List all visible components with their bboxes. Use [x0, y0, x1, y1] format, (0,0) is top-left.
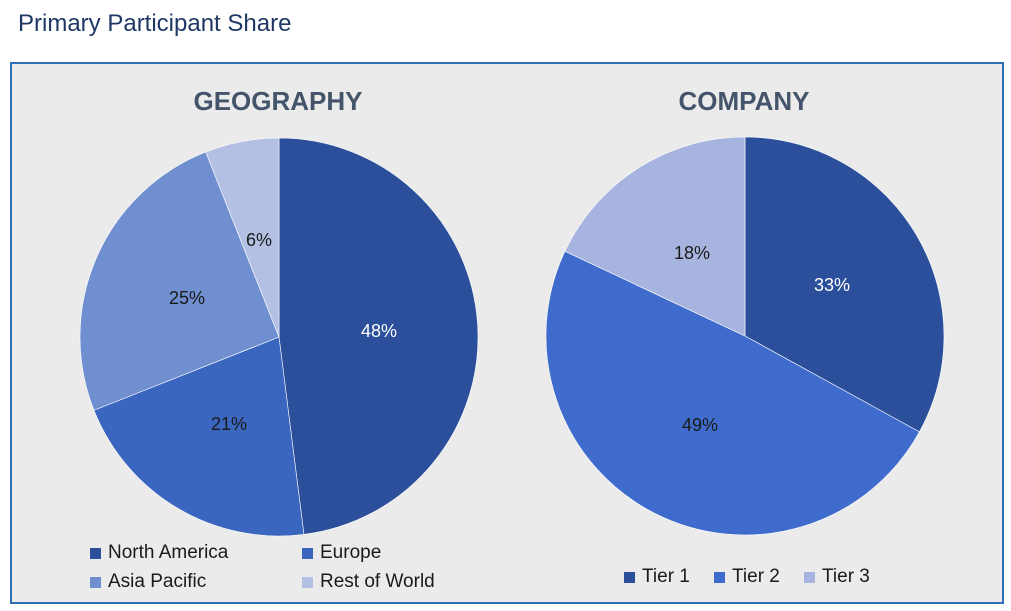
- legend-label: Tier 2: [732, 566, 780, 587]
- legend-label: Europe: [320, 542, 382, 563]
- page-title: Primary Participant Share: [18, 10, 292, 37]
- legend-label: Tier 1: [642, 566, 690, 587]
- pie-slice-tier-3: [564, 136, 746, 337]
- legend-swatch: [90, 576, 101, 588]
- geography-pie: 48% 21% 25% 6%: [79, 137, 479, 537]
- data-label-tier-3: 18%: [674, 243, 710, 263]
- legend-label: Asia Pacific: [108, 571, 207, 592]
- legend-swatch: [302, 547, 313, 559]
- geography-chart-title: GEOGRAPHY: [193, 86, 363, 116]
- pie-slice-europe: [93, 336, 305, 537]
- legend-item-asia-pacific: Asia Pacific: [90, 571, 206, 593]
- pie-slice-north-america: [278, 137, 479, 535]
- pie-slice-tier-2: [545, 250, 920, 536]
- legend-swatch: [624, 571, 635, 583]
- company-pie: 33% 49% 18%: [545, 136, 945, 536]
- legend-item-rest-of-world: Rest of World: [302, 571, 435, 593]
- legend-label: Rest of World: [320, 571, 435, 592]
- data-label-rest-of-world: 6%: [246, 230, 272, 250]
- company-chart-title: COMPANY: [678, 86, 810, 116]
- pie-slice-asia-pacific: [79, 151, 280, 411]
- data-label-north-america: 48%: [361, 321, 397, 341]
- legend-swatch: [90, 547, 101, 559]
- legend-item-tier-2: Tier 2: [714, 566, 780, 588]
- chart-frame: GEOGRAPHY 48% 21% 25% 6% North America Europ…: [10, 62, 1004, 604]
- legend-swatch: [804, 571, 815, 583]
- legend-swatch: [302, 576, 313, 588]
- legend-item-europe: Europe: [302, 542, 381, 564]
- pie-slice-rest-of-world: [205, 137, 280, 338]
- data-label-europe: 21%: [211, 414, 247, 434]
- legend-item-tier-1: Tier 1: [624, 566, 690, 588]
- data-label-tier-2: 49%: [682, 415, 718, 435]
- data-label-tier-1: 33%: [814, 275, 850, 295]
- legend-swatch: [714, 571, 725, 583]
- pie-slice-tier-1: [744, 136, 945, 433]
- legend-item-tier-3: Tier 3: [804, 566, 870, 588]
- data-label-asia-pacific: 25%: [169, 288, 205, 308]
- legend-label: Tier 3: [822, 566, 870, 587]
- legend-item-north-america: North America: [90, 542, 228, 564]
- legend-label: North America: [108, 542, 229, 563]
